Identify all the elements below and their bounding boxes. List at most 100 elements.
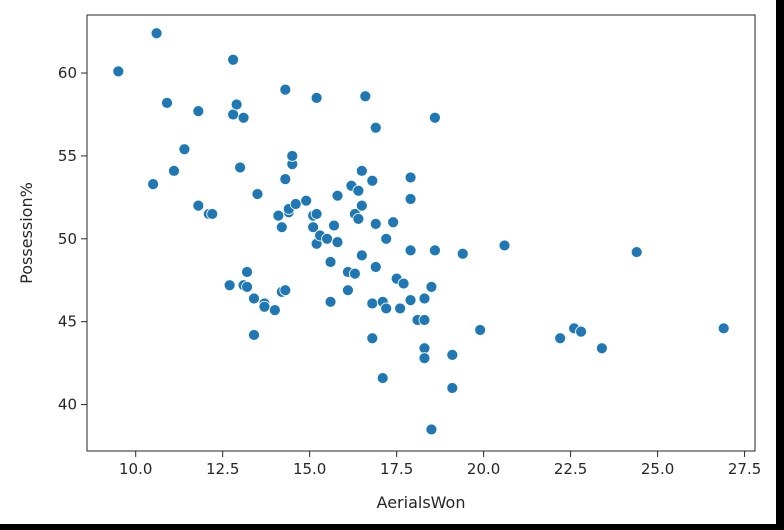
data-point [359, 90, 372, 103]
data-point [168, 164, 180, 177]
y-axis: 40 45 50 55 60 [58, 64, 87, 414]
data-point [230, 98, 243, 111]
data-point [369, 261, 382, 273]
data-point [404, 171, 417, 184]
data-point [425, 280, 438, 293]
y-axis-label: Possession% [17, 182, 36, 284]
data-point [251, 188, 264, 200]
data-point [300, 194, 313, 207]
data-point [279, 83, 292, 96]
data-point [234, 161, 246, 174]
data-point [268, 304, 281, 316]
data-point [498, 239, 511, 252]
data-point [324, 256, 337, 268]
x-tick-label: 10.0 [119, 460, 152, 478]
data-point [223, 279, 236, 292]
data-point [366, 332, 379, 345]
data-point [324, 295, 337, 308]
data-point [307, 221, 320, 234]
x-tick-label: 15.0 [293, 460, 326, 478]
data-point [342, 284, 354, 297]
x-axis: 10.0 12.5 15.0 17.5 20.0 22.5 25.0 27.5 [119, 451, 761, 478]
data-point [331, 236, 344, 249]
data-point [418, 342, 431, 355]
data-point [352, 184, 365, 197]
x-tick-label: 25.0 [641, 460, 674, 478]
scatter-plot: 10.0 12.5 15.0 17.5 20.0 22.5 25.0 27.5 40 45 50 5… [17, 14, 761, 512]
data-point [369, 217, 382, 230]
plot-frame [86, 14, 756, 452]
data-point [328, 219, 340, 232]
y-tick-label: 45 [58, 313, 77, 331]
data-point [596, 342, 608, 355]
data-point [275, 221, 288, 234]
data-point [241, 280, 253, 293]
data-point [369, 121, 382, 134]
x-axis-label: AerialsWon [377, 493, 466, 512]
data-point [575, 325, 587, 338]
data-point [418, 352, 431, 365]
chart-canvas: 10.0 12.5 15.0 17.5 20.0 22.5 25.0 27.5 40 45 50 5… [0, 0, 776, 524]
data-point [286, 150, 299, 162]
scatter-points [112, 27, 730, 436]
data-point [248, 329, 260, 341]
data-point [237, 111, 250, 124]
data-point [404, 294, 417, 307]
data-point [161, 96, 173, 109]
data-point [418, 314, 431, 326]
data-point [474, 324, 487, 336]
data-point [387, 216, 400, 229]
data-point [331, 189, 344, 202]
data-point [147, 178, 160, 190]
data-point [355, 164, 368, 177]
data-point [446, 382, 459, 394]
data-point [456, 247, 469, 260]
y-tick-label: 50 [58, 230, 77, 248]
data-point [397, 277, 410, 290]
y-tick-label: 40 [58, 396, 77, 414]
x-tick-label: 17.5 [380, 460, 413, 478]
data-point [227, 53, 240, 66]
data-point [272, 209, 285, 222]
data-point [717, 322, 730, 335]
data-point [310, 208, 323, 220]
data-point [248, 292, 260, 305]
x-tick-label: 20.0 [467, 460, 500, 478]
data-point [348, 267, 361, 280]
data-point [418, 292, 431, 305]
data-point [425, 423, 438, 436]
data-point [394, 302, 407, 315]
data-point [366, 297, 379, 310]
data-point [446, 348, 459, 361]
data-point [310, 91, 323, 104]
data-point [380, 302, 393, 315]
data-point [112, 65, 125, 78]
x-tick-label: 22.5 [554, 460, 587, 478]
data-point [355, 199, 368, 212]
data-point [227, 108, 240, 121]
data-point [630, 246, 643, 258]
data-point [192, 199, 205, 212]
data-point [404, 193, 417, 205]
data-point [206, 208, 219, 220]
data-point [429, 111, 441, 124]
data-point [279, 284, 292, 297]
data-point [355, 249, 368, 262]
data-point [429, 244, 441, 257]
y-tick-label: 60 [58, 64, 77, 82]
data-point [192, 105, 205, 118]
data-point [258, 300, 271, 313]
data-point [150, 27, 163, 40]
data-point [241, 266, 253, 278]
x-tick-label: 27.5 [728, 460, 761, 478]
data-point [554, 332, 567, 345]
y-tick-label: 55 [58, 147, 77, 165]
data-point [289, 198, 302, 210]
data-point [352, 213, 365, 225]
data-point [404, 244, 417, 257]
data-point [366, 174, 379, 187]
data-point [380, 232, 393, 245]
x-tick-label: 12.5 [206, 460, 239, 478]
data-point [376, 372, 389, 384]
data-point [279, 173, 292, 186]
